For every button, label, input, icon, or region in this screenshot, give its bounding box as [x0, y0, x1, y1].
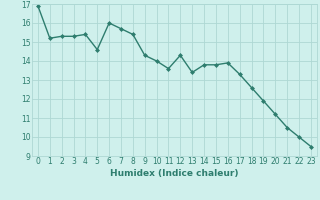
X-axis label: Humidex (Indice chaleur): Humidex (Indice chaleur)	[110, 169, 239, 178]
